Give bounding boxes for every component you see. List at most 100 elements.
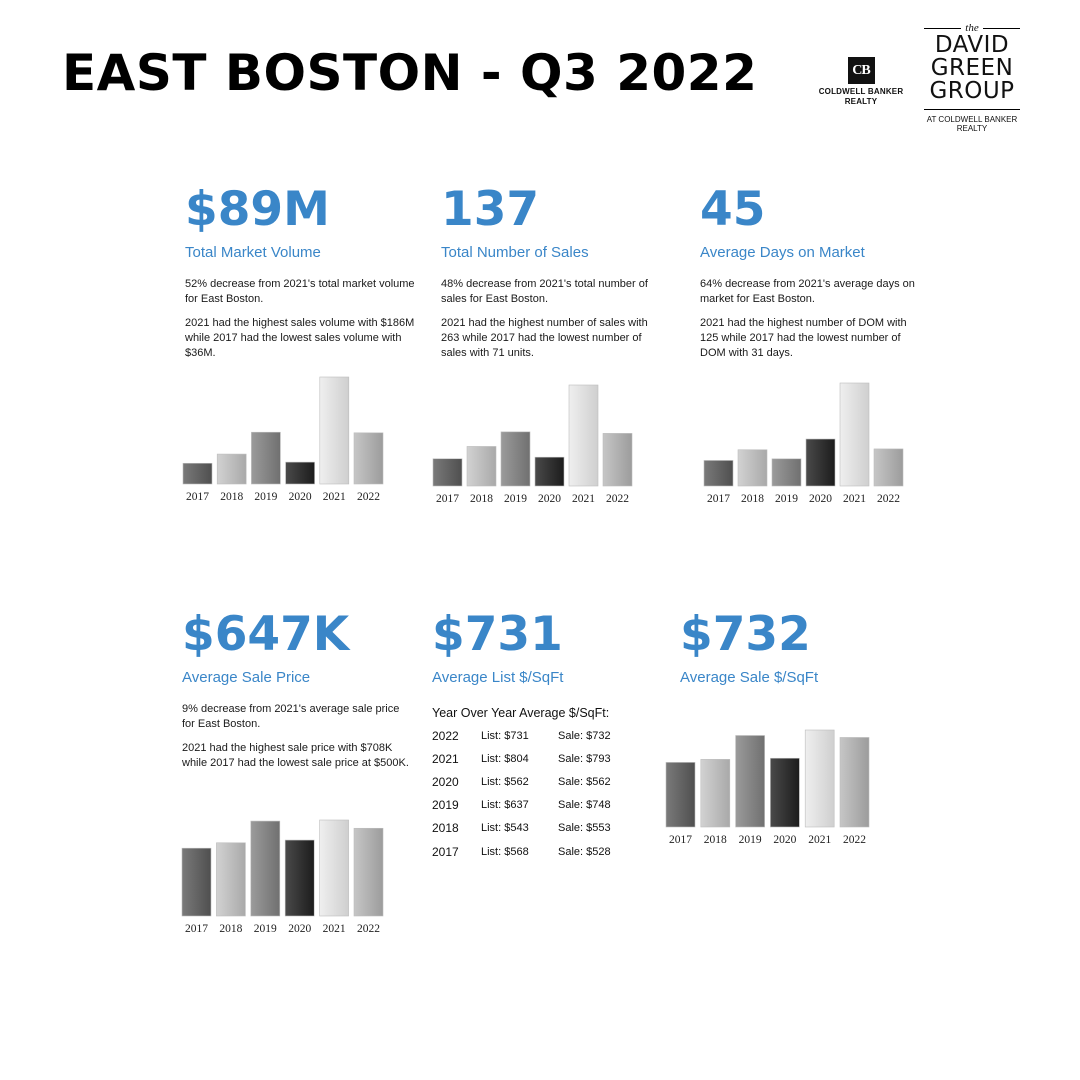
sales-label: Total Number of Sales: [441, 244, 589, 261]
table-cell-sale: Sale: $553: [558, 822, 611, 835]
table-cell-year: 2017: [432, 844, 459, 859]
table-cell-sale: Sale: $732: [558, 729, 611, 742]
sales-tick-label: 2017: [436, 493, 459, 505]
volume-detail: 2021 had the highest sales volume with $…: [185, 317, 415, 359]
sales-stat: 137 Total Number of Sales 48% decrease f…: [441, 184, 666, 361]
sales-bar-2017: [432, 458, 463, 487]
table-row: 2020 List: $562 Sale: $562: [432, 770, 652, 793]
price-label: Average Sale Price: [182, 669, 311, 686]
dom-tick-label: 2019: [775, 493, 798, 505]
list-sqft-value: $731: [432, 607, 563, 662]
dom-detail: 2021 had the highest number of DOM with …: [700, 317, 907, 359]
sqft-table: 2022 List: $731 Sale: $732 2021 List: $8…: [432, 724, 652, 863]
volume-value: $89M: [185, 182, 330, 237]
table-cell-list: List: $562: [481, 775, 529, 788]
table-cell-sale: Sale: $562: [558, 775, 611, 788]
price-value: $647K: [182, 607, 350, 662]
volume-stat: $89M Total Market Volume 52% decrease fr…: [185, 184, 425, 361]
logo-affiliation-sub: REALTY: [956, 124, 988, 133]
price-detail: 2021 had the highest sale price with $70…: [182, 742, 409, 769]
table-cell-sale: Sale: $793: [558, 752, 611, 765]
dom-summary: 64% decrease from 2021's average days on…: [700, 278, 915, 305]
volume-bar-2022: [353, 432, 384, 485]
sales-detail: 2021 had the highest number of sales wit…: [441, 317, 648, 359]
price-bar-2019: [250, 820, 281, 917]
dom-bar-2022: [873, 448, 904, 487]
logo-affiliation: AT COLDWELL BANKER: [926, 115, 1018, 124]
sale-sqft-stat: $732 Average Sale $/SqFt: [680, 607, 900, 687]
sale-sqft-label: Average Sale $/SqFt: [680, 669, 819, 686]
dom-tick-label: 2020: [809, 493, 832, 505]
table-cell-list: List: $543: [481, 822, 529, 835]
sqft-table-heading: Year Over Year Average $/SqFt:: [432, 706, 610, 720]
price-bar-2022: [353, 827, 384, 917]
sale_sqft-tick-label: 2018: [704, 834, 727, 846]
dom-tick-label: 2021: [843, 493, 866, 505]
sale_sqft-bar-2019: [735, 735, 765, 828]
list-sqft-label: Average List $/SqFt: [432, 669, 564, 686]
price-stat: $647K Average Sale Price 9% decrease fro…: [182, 609, 412, 771]
table-cell-sale: Sale: $748: [558, 799, 611, 812]
volume-bar-2017: [182, 462, 213, 485]
sale_sqft-bar-2017: [665, 762, 696, 828]
volume-bar-2020: [285, 461, 315, 485]
sale-sqft-value: $732: [680, 607, 811, 662]
table-cell-year: 2021: [432, 751, 459, 766]
table-cell-year: 2020: [432, 774, 459, 789]
dom-bar-2017: [703, 460, 734, 487]
sales-bar-2019: [500, 431, 531, 487]
volume-summary: 52% decrease from 2021's total market vo…: [185, 278, 415, 305]
price-tick-label: 2018: [219, 923, 242, 935]
price-tick-label: 2022: [357, 923, 380, 935]
dom-tick-label: 2022: [877, 493, 900, 505]
price-tick-label: 2021: [323, 923, 346, 935]
table-cell-year: 2019: [432, 798, 459, 813]
logo-divider: [924, 27, 962, 29]
logo-word-green: GREEN: [930, 55, 1014, 81]
cb-logo-sub: REALTY: [844, 97, 878, 106]
price-bar-2018: [216, 842, 246, 917]
dom-tick-label: 2018: [741, 493, 764, 505]
price-tick-label: 2019: [254, 923, 277, 935]
sale_sqft-bar-2022: [839, 737, 870, 828]
sales-tick-label: 2022: [606, 493, 629, 505]
sales-tick-label: 2018: [470, 493, 493, 505]
sales-bar-2021: [568, 384, 599, 487]
table-cell-year: 2022: [432, 728, 459, 743]
sales-tick-label: 2021: [572, 493, 595, 505]
dom-bar-2020: [805, 438, 836, 487]
price-bar-chart: 2017 2018 2019 2020 2021 2022: [181, 819, 384, 935]
dom-bar-2019: [771, 458, 802, 487]
page-title: EAST BOSTON - Q3 2022: [62, 44, 758, 102]
sales-bar-2018: [466, 446, 497, 487]
table-cell-list: List: $804: [481, 752, 529, 765]
dom-bar-2018: [737, 449, 768, 487]
table-cell-sale: Sale: $528: [558, 845, 611, 858]
volume-tick-label: 2017: [186, 491, 209, 503]
sales-bar-2022: [602, 433, 633, 487]
dom-bar-chart: 2017 2018 2019 2020 2021 2022: [703, 382, 904, 505]
volume-tick-label: 2020: [289, 491, 312, 503]
sales-summary: 48% decrease from 2021's total number of…: [441, 278, 648, 305]
table-cell-list: List: $731: [481, 729, 529, 742]
logo-divider: [982, 27, 1021, 29]
sale_sqft-bar-2018: [700, 759, 731, 828]
sale_sqft-tick-label: 2019: [739, 834, 762, 846]
dom-bar-2021: [839, 382, 870, 487]
cb-logo-mark: CB: [847, 57, 875, 84]
volume-tick-label: 2021: [323, 491, 346, 503]
dom-label: Average Days on Market: [700, 244, 865, 261]
table-row: 2018 List: $543 Sale: $553: [432, 817, 652, 840]
volume-bar-2019: [251, 431, 281, 485]
sale-sqft-bar-chart: 2017 2018 2019 2020 2021 2022: [665, 729, 870, 846]
price-bar-2017: [181, 847, 212, 917]
table-cell-list: List: $637: [481, 799, 529, 812]
sales-bar-chart: 2017 2018 2019 2020 2021 2022: [432, 384, 633, 505]
table-row: 2019 List: $637 Sale: $748: [432, 794, 652, 817]
volume-tick-label: 2018: [220, 491, 243, 503]
sale_sqft-tick-label: 2021: [808, 834, 831, 846]
price-bar-2021: [319, 819, 349, 917]
price-bar-2020: [284, 839, 315, 917]
volume-bar-2018: [216, 453, 247, 485]
cb-logo-name: COLDWELL BANKER: [818, 87, 904, 96]
